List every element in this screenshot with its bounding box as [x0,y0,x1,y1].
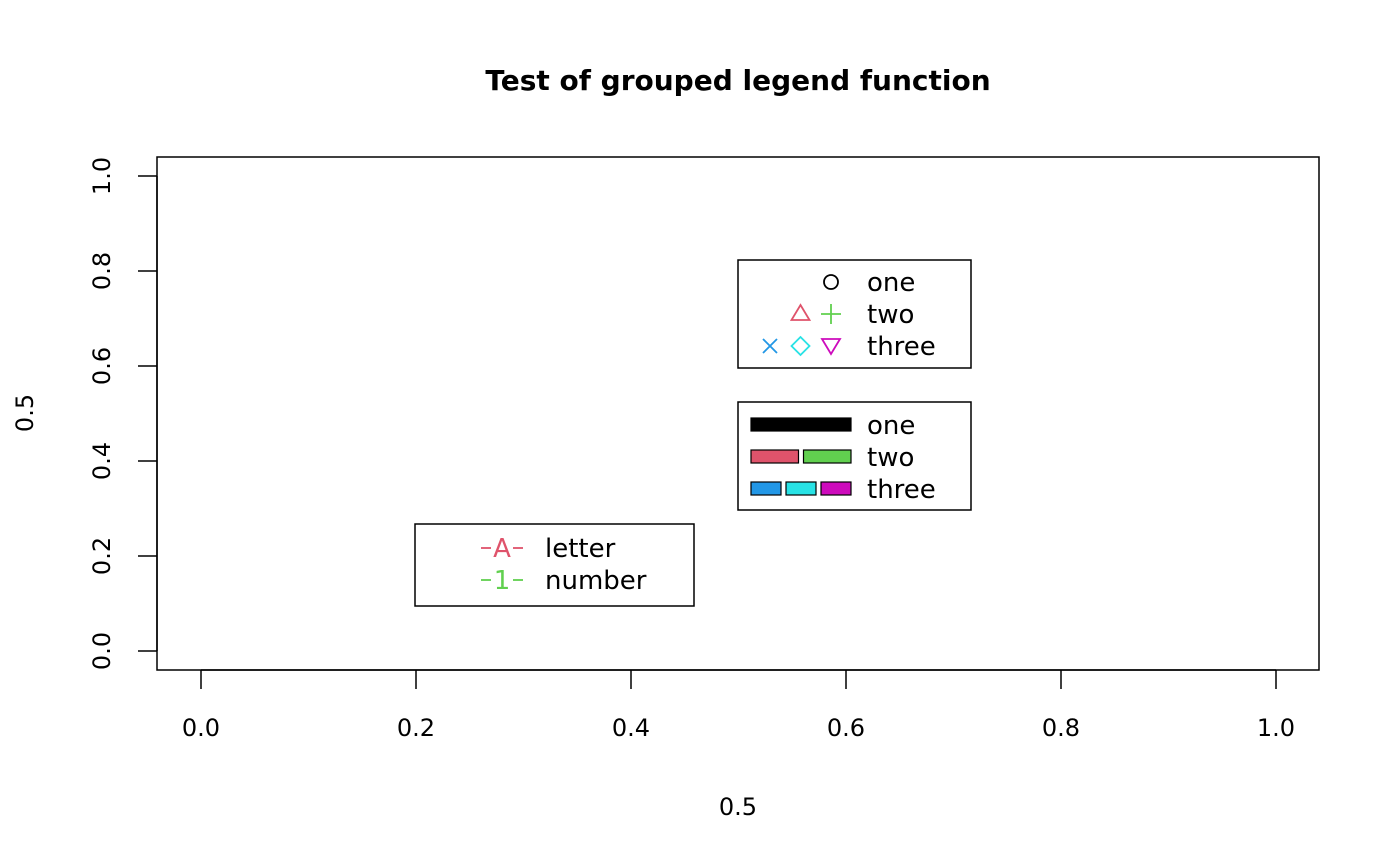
diamond-symbol-icon [790,335,811,357]
x-tick-label: 1.0 [1257,714,1295,742]
x-tick-label: 0.0 [182,714,220,742]
legend-box [737,259,972,369]
circle-symbol-icon [823,274,839,290]
legend-glyph: A [493,534,511,564]
triangle-up-symbol-icon [789,303,812,321]
y-tick-label: 1.0 [88,157,116,195]
legend-label: letter [545,534,616,564]
x-tick-label: 0.6 [827,714,865,742]
legend-fill-swatch [785,481,817,496]
legend-fill-swatch [750,449,800,464]
y-tick-label: 0.6 [88,347,116,385]
x-tick-label: 0.8 [1042,714,1080,742]
legend-glyph: 1 [494,566,511,596]
plus-symbol-icon [821,304,841,324]
legend-fill-swatch [820,481,852,496]
legend-label: one [867,268,915,298]
legend-label: two [867,300,914,330]
legend-fill-swatch [750,417,852,432]
y-tick-label: 0.2 [88,537,116,575]
legend-label: one [867,411,915,441]
cross-symbol-icon [762,338,778,354]
legend-label: three [867,332,936,362]
legend-fill-swatch [802,449,852,464]
legend-box [414,523,695,607]
y-tick-label: 0.4 [88,442,116,480]
legend-label: number [545,566,647,596]
legend-label: two [867,443,914,473]
x-tick-label: 0.4 [612,714,650,742]
legend-label: three [867,475,936,505]
y-tick-label: 0.0 [88,632,116,670]
x-axis-label: 0.5 [719,793,757,821]
triangle-down-symbol-icon [820,338,842,356]
x-tick-label: 0.2 [397,714,435,742]
y-axis-label: 0.5 [11,394,39,432]
y-tick-label: 0.8 [88,252,116,290]
legend-fill-swatch [750,481,782,496]
chart-title: Test of grouped legend function [485,64,990,97]
